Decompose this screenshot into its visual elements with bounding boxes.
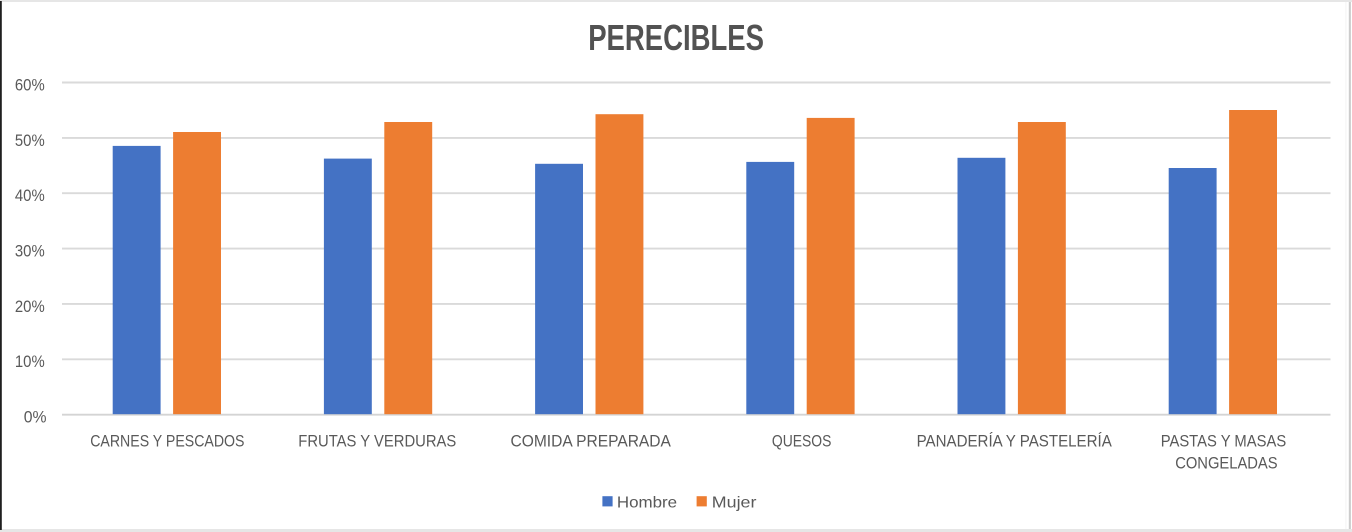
svg-text:30%: 30% <box>15 243 45 261</box>
svg-text:10%: 10% <box>15 353 45 371</box>
svg-text:50%: 50% <box>15 132 45 150</box>
svg-text:CONGELADAS: CONGELADAS <box>1175 454 1277 473</box>
svg-text:FRUTAS Y VERDURAS: FRUTAS Y VERDURAS <box>298 431 456 450</box>
svg-text:Mujer: Mujer <box>712 494 757 511</box>
svg-text:CARNES Y PESCADOS: CARNES Y PESCADOS <box>90 431 244 450</box>
svg-text:40%: 40% <box>15 187 45 205</box>
svg-text:COMIDA PREPARADA: COMIDA PREPARADA <box>511 431 672 450</box>
svg-text:QUESOS: QUESOS <box>772 431 832 450</box>
svg-text:20%: 20% <box>15 298 45 316</box>
svg-text:PASTAS Y MASAS: PASTAS Y MASAS <box>1161 431 1287 450</box>
svg-text:Hombre: Hombre <box>617 494 677 511</box>
svg-text:60%: 60% <box>15 76 45 94</box>
svg-text:0%: 0% <box>24 409 47 427</box>
svg-text:PERECIBLES: PERECIBLES <box>588 17 764 58</box>
svg-text:PANADERÍA Y PASTELERÍA: PANADERÍA Y PASTELERÍA <box>917 431 1113 450</box>
